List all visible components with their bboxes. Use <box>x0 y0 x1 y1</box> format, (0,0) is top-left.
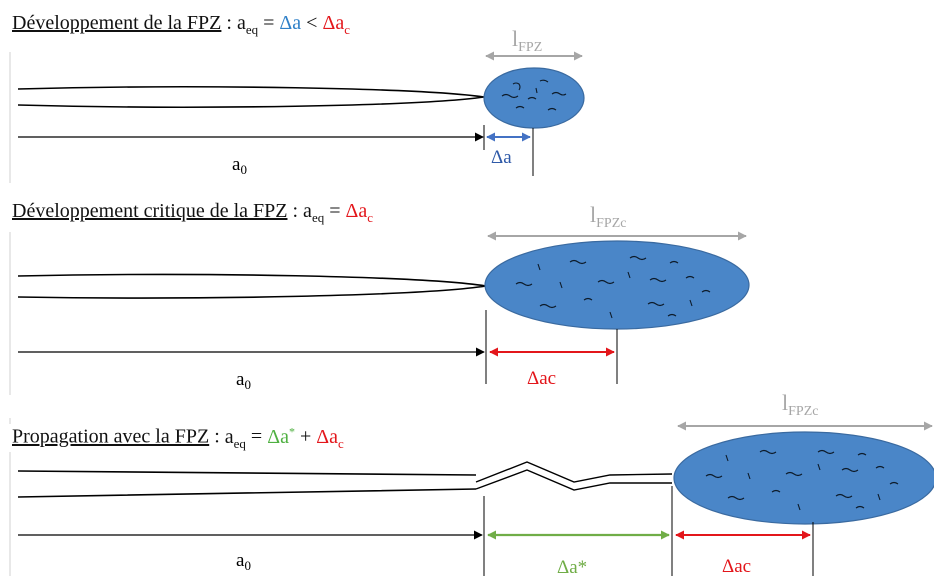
panel1-eq-lhs: aeq <box>236 12 259 37</box>
panel1-lfpz-label: lFPZ <box>512 26 542 55</box>
panel3-zigzag-crack <box>475 461 673 491</box>
panel2-eq-delta-ac: Δac <box>345 200 374 225</box>
panel2-delta-ac-label: Δac <box>527 368 556 389</box>
panel-fpz-critical: lFPZc a0 Δac <box>9 202 750 395</box>
panel2-a0-label: a0 <box>236 369 251 392</box>
panel3-a0-label: a0 <box>236 550 251 573</box>
panel3-eq-lhs: aeq <box>224 425 246 451</box>
panel1-title: Développement de la FPZ : aeq = Δa < Δac <box>8 12 354 38</box>
panel-fpz-propagation: lFPZc a0 Δa* Δac <box>9 390 934 576</box>
panel1-delta-a-label: Δa <box>491 147 512 168</box>
panel3-title-text: Propagation avec la FPZ <box>12 425 210 448</box>
panel3-delta-ac-label: Δac <box>722 556 751 576</box>
panel3-eq-delta-ac: Δac <box>316 425 344 451</box>
panel3-fpz-ellipse <box>673 431 934 525</box>
panel-fpz-development: lFPZ a0 Δa <box>9 26 585 183</box>
panel2-eq-lhs: aeq <box>303 200 325 225</box>
panel2-title: Développement critique de la FPZ : aeq =… <box>8 200 378 226</box>
panel1-microcracks <box>501 79 567 111</box>
panel3-lfpzc-label: lFPZc <box>782 390 818 419</box>
panel1-crack <box>17 86 485 108</box>
panel2-crack <box>17 273 487 299</box>
panel2-microcracks <box>515 255 711 319</box>
panel1-title-text: Développement de la FPZ <box>12 12 222 34</box>
panel3-title: Propagation avec la FPZ : aeq = Δa* + Δa… <box>8 424 348 452</box>
panel3-delta-astar-label: Δa* <box>557 557 587 576</box>
panel3-eq-delta-astar: Δa* <box>267 424 295 448</box>
panel2-lfpzc-label: lFPZc <box>590 202 626 231</box>
panel3-microcracks <box>705 449 899 511</box>
panel3-crack <box>17 470 477 498</box>
panel1-eq-delta-ac: Δac <box>322 12 350 37</box>
panel2-title-text: Développement critique de la FPZ <box>12 200 288 222</box>
panel1-eq-delta-a: Δa <box>279 12 302 34</box>
panel1-a0-label: a0 <box>232 154 247 177</box>
